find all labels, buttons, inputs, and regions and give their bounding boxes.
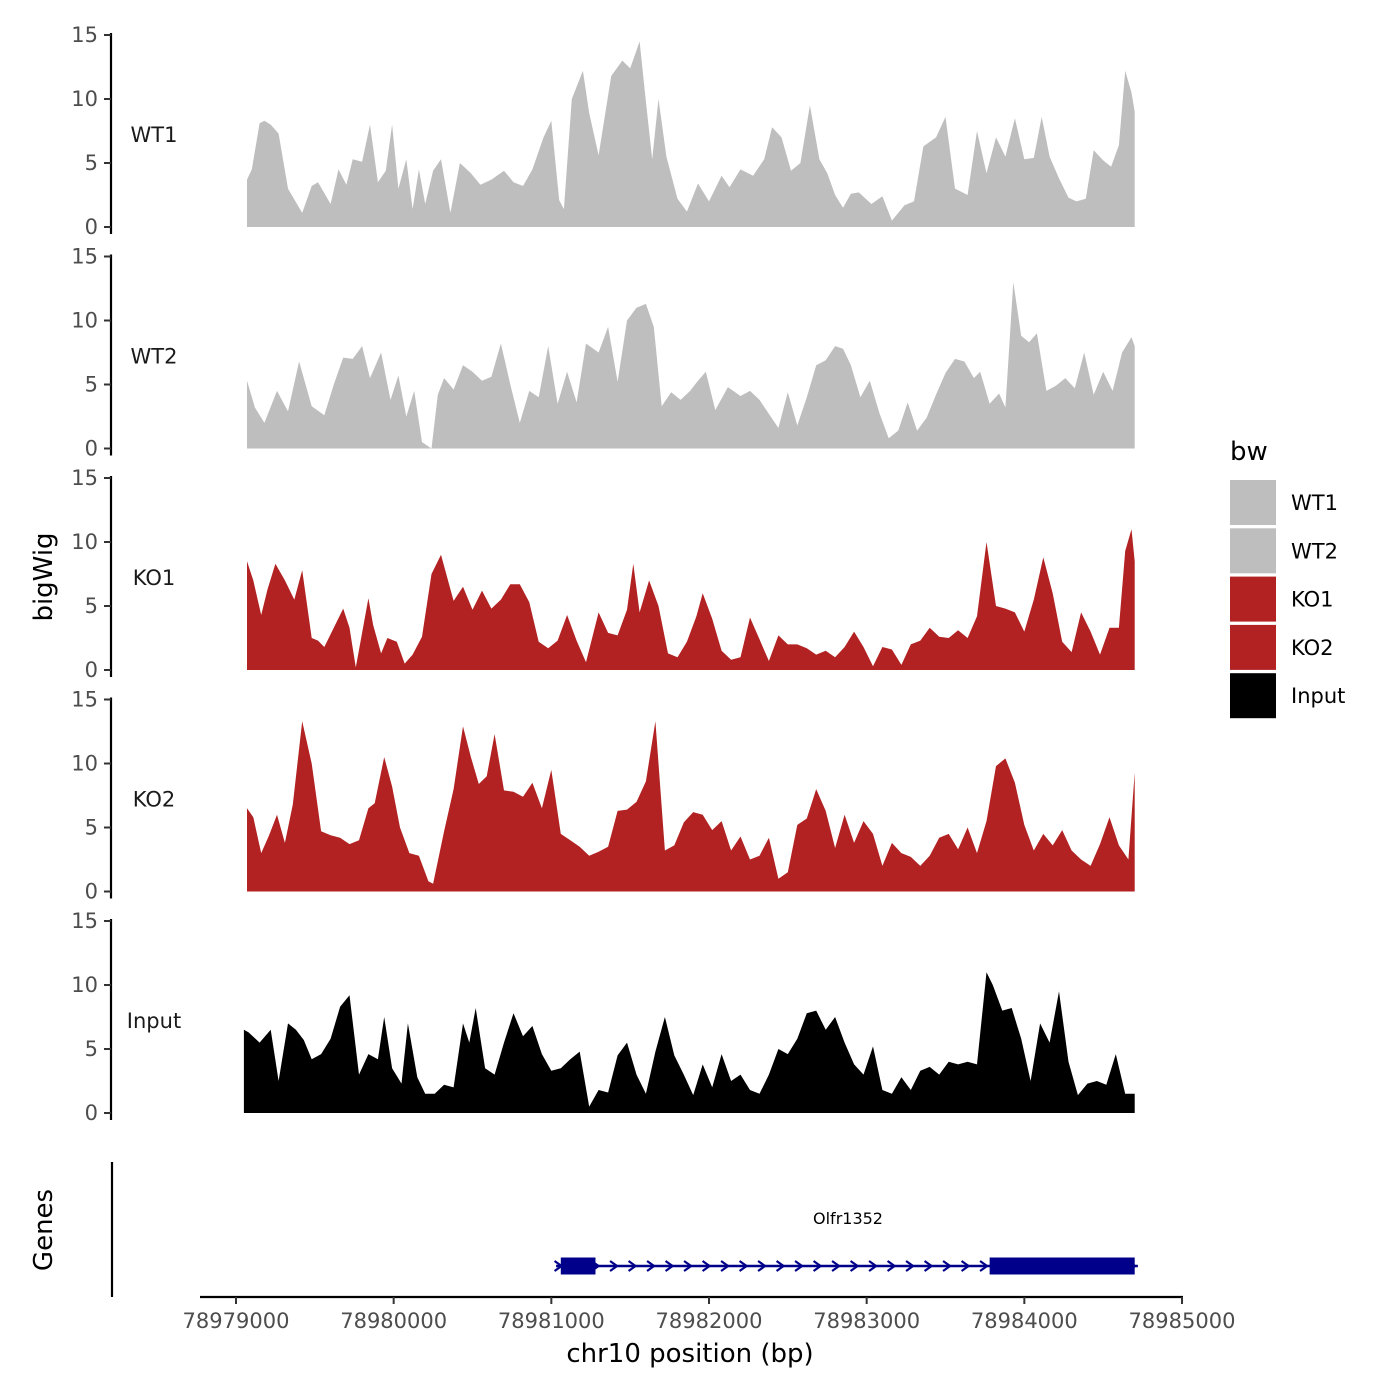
strand-chevron xyxy=(757,1260,767,1272)
track-wt2: 0 5 10 15 WT2 xyxy=(71,245,1135,461)
legend-label-wt1: WT1 xyxy=(1291,491,1338,515)
legend-key-wt2 xyxy=(1230,528,1276,574)
strand-chevron xyxy=(868,1260,878,1272)
track-label-wt1: WT1 xyxy=(131,123,178,147)
legend-label-input: Input xyxy=(1291,684,1345,708)
y-tick-label: 0 xyxy=(85,658,98,682)
legend-key-ko1 xyxy=(1230,576,1276,622)
track-label-ko1: KO1 xyxy=(133,566,176,590)
y-tick-label: 5 xyxy=(85,816,98,840)
strand-chevron xyxy=(886,1260,897,1272)
strand-chevron xyxy=(664,1260,675,1272)
y-tick-label: 5 xyxy=(85,1037,98,1061)
gene-name-label: Olfr1352 xyxy=(813,1209,883,1228)
x-tick-label: 78982000 xyxy=(656,1309,763,1333)
track-label-input: Input xyxy=(127,1009,181,1033)
area-ko1 xyxy=(247,529,1135,670)
x-tick-label: 78984000 xyxy=(971,1309,1078,1333)
strand-chevron xyxy=(905,1260,915,1272)
x-tick-label: 78980000 xyxy=(340,1309,447,1333)
y-tick-label: 15 xyxy=(71,688,98,712)
x-tick-label: 78985000 xyxy=(1129,1309,1236,1333)
strand-chevron xyxy=(609,1260,619,1272)
track-label-wt2: WT2 xyxy=(131,345,178,369)
y-tick-label: 5 xyxy=(85,373,98,397)
y-tick-label: 10 xyxy=(71,309,98,333)
x-tick-label: 78981000 xyxy=(498,1309,605,1333)
x-tick-label: 78979000 xyxy=(183,1309,290,1333)
area-input xyxy=(243,972,1135,1113)
gene-track: Genes Olfr1352 xyxy=(29,1162,1138,1297)
legend-key-ko2 xyxy=(1230,624,1276,670)
y-tick-label: 10 xyxy=(71,752,98,776)
area-wt2 xyxy=(247,282,1135,449)
strand-chevron xyxy=(942,1260,952,1272)
y-tick-label: 5 xyxy=(85,151,98,175)
gene-model xyxy=(553,1257,1138,1275)
y-tick-label: 15 xyxy=(71,909,98,933)
x-tick-label: 78983000 xyxy=(813,1309,920,1333)
strand-chevron xyxy=(738,1260,749,1272)
y-tick-label: 15 xyxy=(71,245,98,269)
y-tick-label: 10 xyxy=(71,87,98,111)
bigwig-tracks: 0 5 10 15 WT1 0 5 10 15 WT2 0 5 10 15 KO1 0 5 10 15 KO2 0 5 10… xyxy=(71,23,1135,1125)
gene-track-title: Genes xyxy=(29,1189,59,1271)
y-tick-label: 10 xyxy=(71,530,98,554)
y-tick-label: 0 xyxy=(85,437,98,461)
legend-label-ko2: KO2 xyxy=(1291,636,1334,660)
y-tick-label: 15 xyxy=(71,23,98,47)
legend-key-wt1 xyxy=(1230,480,1276,525)
y-tick-label: 0 xyxy=(85,215,98,239)
x-axis-title: chr10 position (bp) xyxy=(566,1339,813,1369)
area-ko2 xyxy=(247,721,1135,892)
y-axis-title: bigWig xyxy=(29,532,59,621)
strand-chevron xyxy=(794,1260,804,1272)
strand-chevron xyxy=(627,1260,638,1272)
strand-chevron xyxy=(923,1260,934,1272)
legend-title: bw xyxy=(1230,437,1268,467)
x-axis: 78979000 78980000 78981000 78982000 78983000… xyxy=(183,1295,1236,1333)
y-tick-label: 15 xyxy=(71,466,98,490)
strand-chevron xyxy=(775,1260,786,1272)
y-tick-label: 10 xyxy=(71,973,98,997)
strand-chevron xyxy=(683,1260,693,1272)
strand-chevron xyxy=(720,1260,730,1272)
legend-key-input xyxy=(1230,673,1276,719)
legend-label-ko1: KO1 xyxy=(1291,588,1334,612)
track-label-ko2: KO2 xyxy=(133,788,176,812)
track-ko2: 0 5 10 15 KO2 xyxy=(71,688,1135,904)
track-input: 0 5 10 15 Input xyxy=(71,909,1135,1125)
strand-chevron xyxy=(646,1260,656,1272)
strand-chevron xyxy=(979,1260,989,1272)
area-wt1 xyxy=(247,41,1135,228)
legend-label-wt2: WT2 xyxy=(1291,539,1338,563)
y-tick-label: 0 xyxy=(85,880,98,904)
gene-exon-1 xyxy=(560,1257,596,1275)
strand-chevron xyxy=(812,1260,823,1272)
strand-chevron xyxy=(701,1260,712,1272)
y-tick-label: 5 xyxy=(85,594,98,618)
legend: bw WT1 WT2 KO1 KO2 Input xyxy=(1230,437,1345,719)
strand-chevron xyxy=(960,1260,971,1272)
strand-chevron xyxy=(849,1260,860,1272)
track-wt1: 0 5 10 15 WT1 xyxy=(71,23,1135,239)
track-ko1: 0 5 10 15 KO1 xyxy=(71,466,1135,682)
gene-exon-2 xyxy=(989,1257,1135,1275)
y-tick-label: 0 xyxy=(85,1101,98,1125)
strand-chevron xyxy=(831,1260,841,1272)
